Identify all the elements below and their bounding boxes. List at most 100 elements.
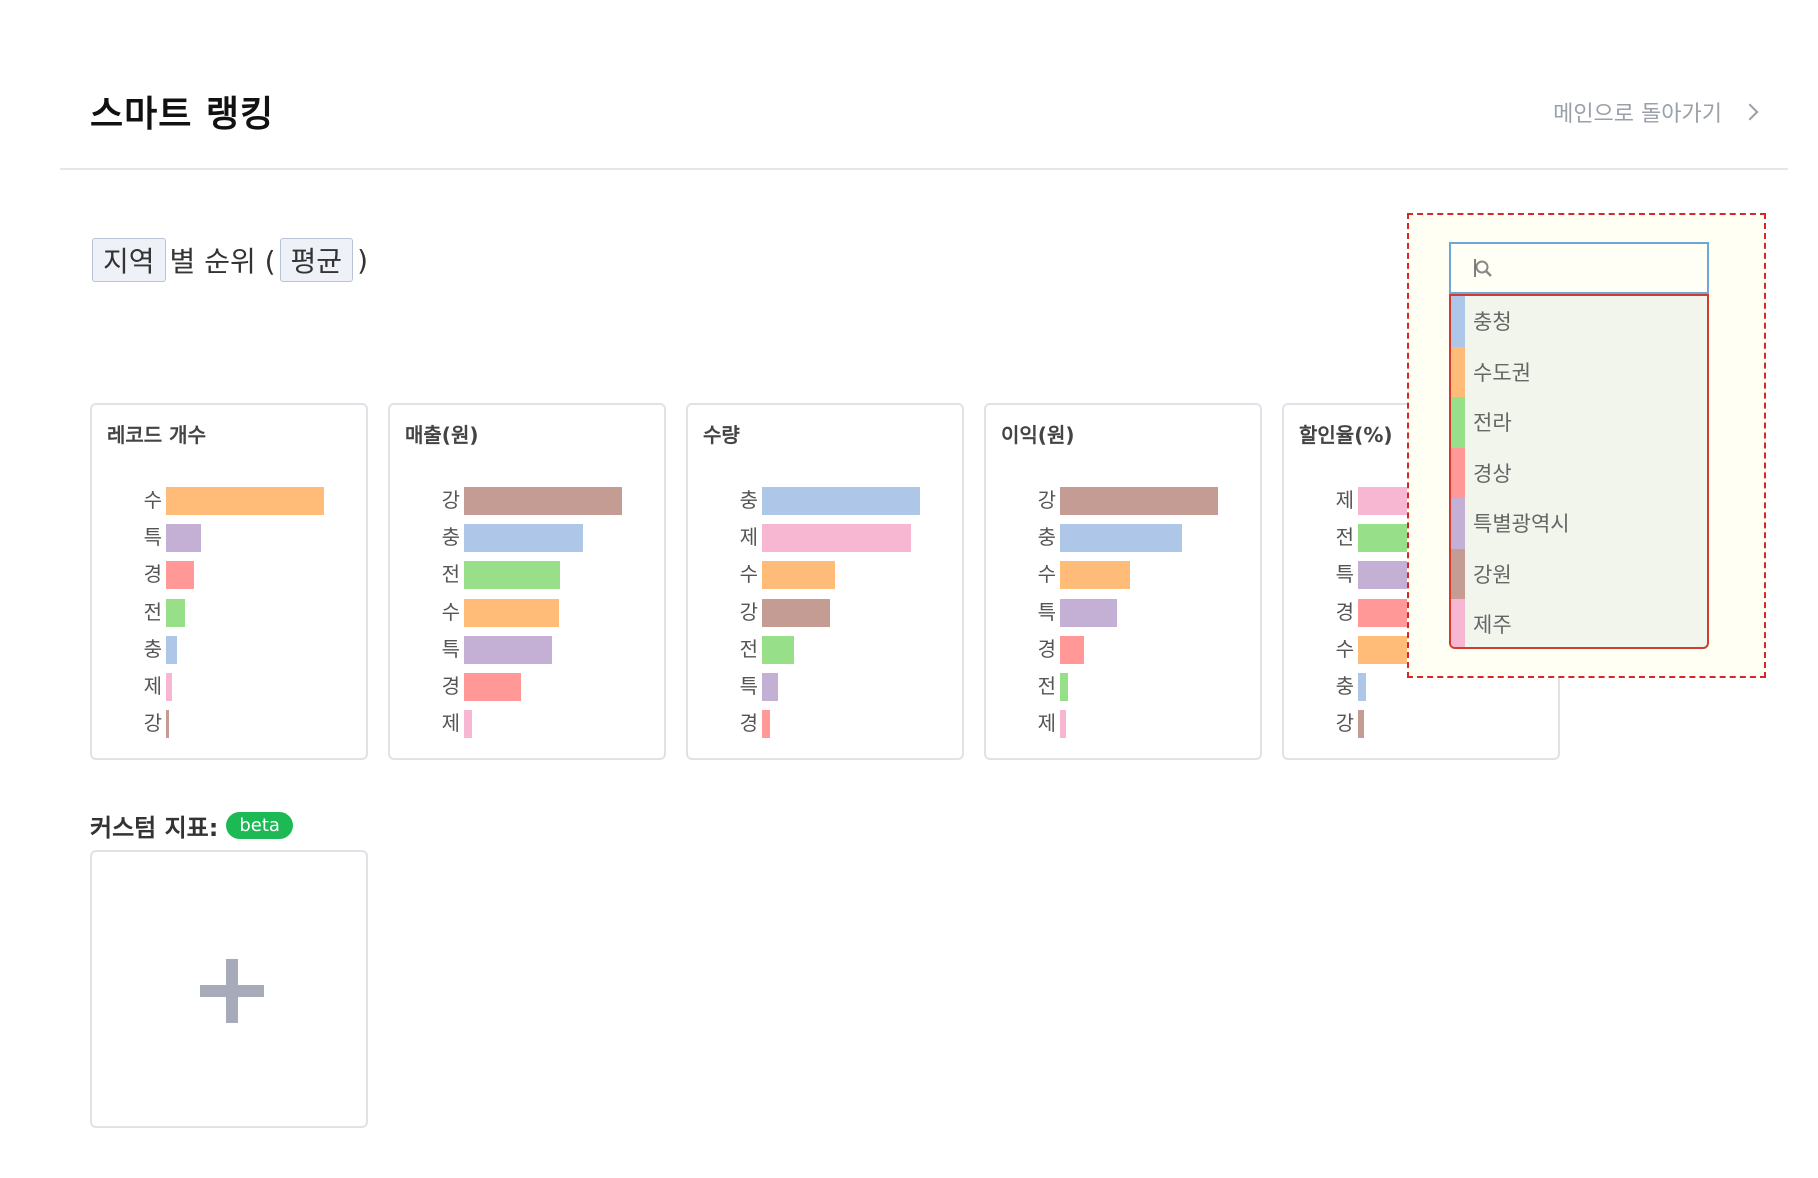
bar[interactable] <box>464 673 521 701</box>
bar[interactable] <box>166 710 170 739</box>
bar[interactable] <box>464 598 559 627</box>
bar-row: 특 <box>92 522 366 553</box>
back-to-main-label: 메인으로 돌아가기 <box>1553 102 1722 127</box>
option-label: 수도권 <box>1473 360 1531 385</box>
card-title: 수량 <box>703 423 740 447</box>
bar-row: 충 <box>1284 671 1558 701</box>
region-option[interactable]: 강원 <box>1451 548 1707 599</box>
bar-row: 제 <box>986 708 1260 739</box>
bar-row: 전 <box>390 559 664 590</box>
bar[interactable] <box>166 561 195 590</box>
bar[interactable] <box>762 598 830 627</box>
bar-row: 경 <box>986 634 1260 664</box>
bar-row: 전 <box>986 671 1260 701</box>
bar[interactable] <box>762 524 911 553</box>
card-title: 이익(원) <box>1001 423 1075 447</box>
bar[interactable] <box>166 487 324 515</box>
region-option[interactable]: 경상 <box>1451 447 1707 498</box>
bar[interactable] <box>464 561 561 590</box>
region-option[interactable]: 전라 <box>1451 397 1707 448</box>
card-title: 할인율(%) <box>1299 423 1393 447</box>
bar[interactable] <box>464 710 472 739</box>
add-custom-metric-button[interactable] <box>90 850 368 1128</box>
bar[interactable] <box>166 635 178 664</box>
bar-row: 강 <box>1284 708 1558 739</box>
bar-label: 제 <box>739 525 758 550</box>
bar[interactable] <box>1060 710 1067 739</box>
dimension-selector[interactable]: 지역 <box>92 238 166 282</box>
bar-row: 수 <box>390 597 664 627</box>
bar-label: 경 <box>143 562 162 587</box>
bar-label: 수 <box>143 488 162 512</box>
region-option[interactable]: 충청 <box>1451 296 1707 347</box>
region-search-input[interactable] <box>1449 242 1709 294</box>
bar[interactable] <box>464 487 622 515</box>
bar[interactable] <box>1060 635 1084 664</box>
bar-label: 전 <box>1335 525 1354 550</box>
bar[interactable] <box>762 561 835 590</box>
bar[interactable] <box>1060 598 1117 627</box>
bar-label: 특 <box>143 525 162 550</box>
bar-row: 특 <box>986 597 1260 627</box>
bar[interactable] <box>1358 673 1366 701</box>
search-icon <box>1474 259 1492 277</box>
back-to-main-link[interactable]: 메인으로 돌아가기 <box>1553 96 1759 128</box>
bar[interactable] <box>166 524 201 553</box>
bar[interactable] <box>762 635 794 664</box>
plus-icon-vertical <box>226 959 238 1023</box>
bar-row: 전 <box>92 597 366 627</box>
bar-row: 경 <box>390 671 664 701</box>
custom-metric-label: 커스텀 지표: beta <box>90 808 293 843</box>
bar-label: 전 <box>1037 674 1056 698</box>
bar-label: 특 <box>1037 599 1056 624</box>
bar[interactable] <box>1358 710 1365 739</box>
bar-row: 강 <box>92 708 366 739</box>
bar[interactable] <box>762 673 778 701</box>
bar-row: 충 <box>986 522 1260 553</box>
bar[interactable] <box>166 598 185 627</box>
bar-label: 충 <box>1335 674 1354 698</box>
bar[interactable] <box>762 710 770 739</box>
bar-label: 수 <box>739 562 758 587</box>
bar[interactable] <box>464 635 553 664</box>
bar-label: 강 <box>441 488 460 512</box>
bar[interactable] <box>1060 561 1130 590</box>
bar-row: 강 <box>688 597 962 627</box>
bar-label: 경 <box>739 711 758 736</box>
region-option[interactable]: 제주 <box>1451 599 1707 647</box>
bar[interactable] <box>1060 524 1182 553</box>
color-swatch <box>1451 447 1465 498</box>
region-option-list: 충청 수도권 전라 경상 특별광역시 강원 제주 <box>1449 294 1709 649</box>
region-option[interactable]: 수도권 <box>1451 346 1707 397</box>
bar[interactable] <box>166 673 173 701</box>
bar[interactable] <box>1060 487 1218 515</box>
bar[interactable] <box>464 524 583 553</box>
bar-label: 경 <box>1037 636 1056 661</box>
bar-row: 제 <box>688 522 962 553</box>
aggregation-selector[interactable]: 평균 <box>279 238 354 282</box>
color-swatch <box>1451 296 1465 347</box>
color-swatch <box>1451 397 1465 448</box>
bar-label: 제 <box>441 711 460 736</box>
bar-row: 충 <box>688 485 962 515</box>
bar-row: 충 <box>390 522 664 553</box>
option-label: 경상 <box>1473 461 1512 486</box>
bar[interactable] <box>1060 673 1068 701</box>
option-label: 특별광역시 <box>1473 512 1570 537</box>
custom-metric-text: 커스텀 지표: <box>90 814 219 842</box>
region-option[interactable]: 특별광역시 <box>1451 498 1707 549</box>
option-label: 전라 <box>1473 411 1512 436</box>
page-title: 스마트 랭킹 <box>90 94 275 135</box>
bar-label: 제 <box>1335 488 1354 512</box>
bar-label: 경 <box>441 674 460 698</box>
bar-row: 수 <box>986 559 1260 590</box>
bar[interactable] <box>762 487 920 515</box>
option-label: 제주 <box>1473 613 1512 638</box>
